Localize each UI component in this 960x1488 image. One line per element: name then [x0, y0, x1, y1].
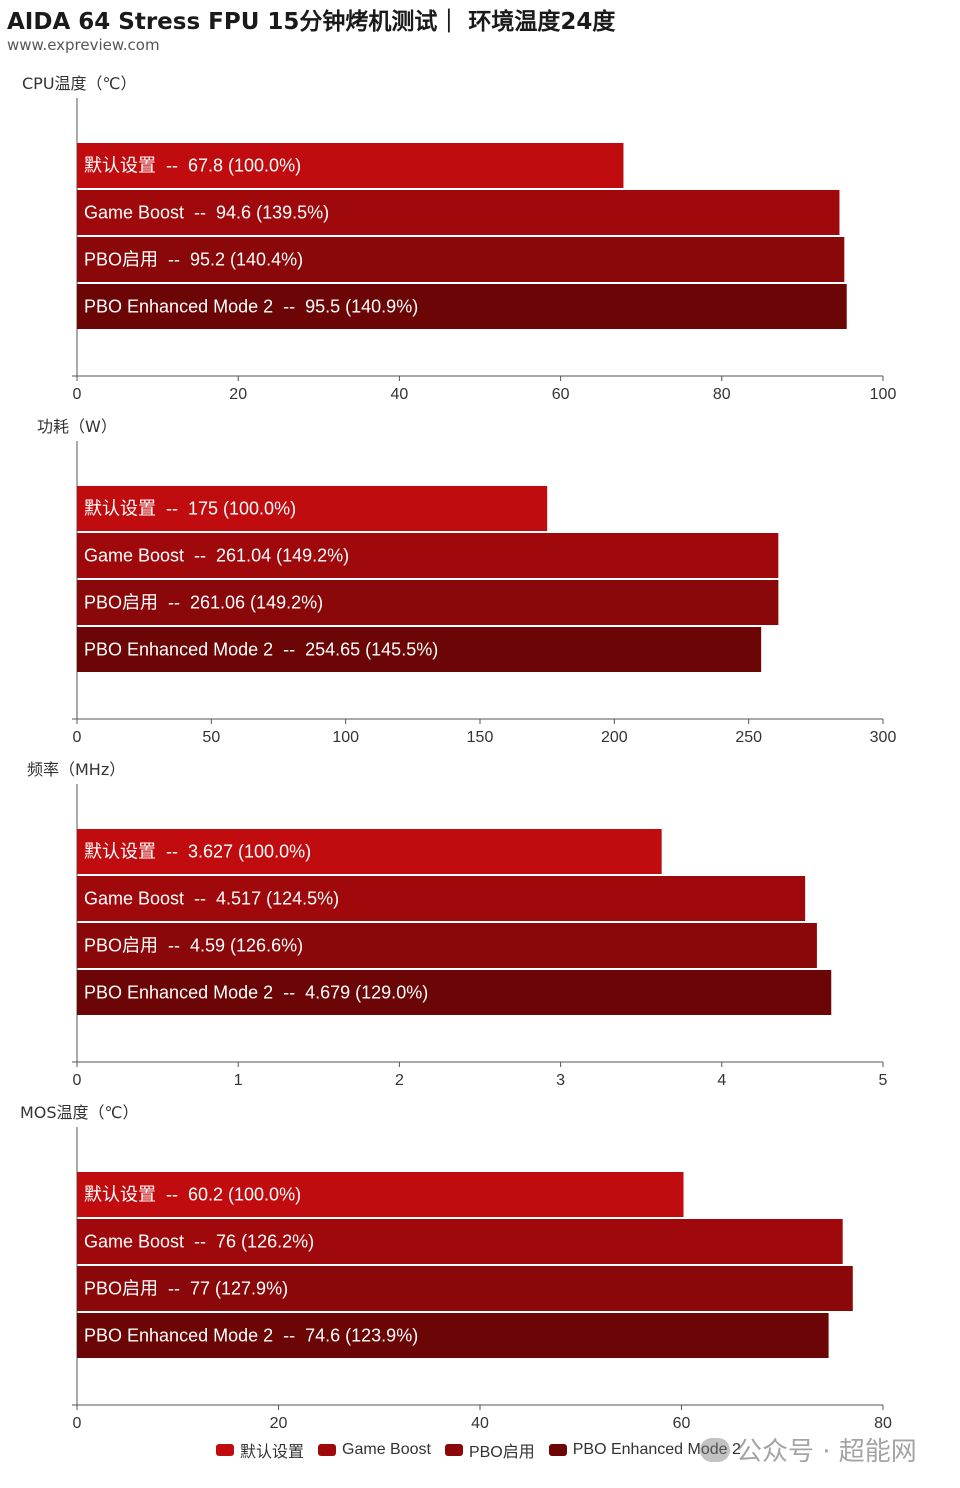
bar: [77, 486, 548, 531]
legend-swatch: [318, 1444, 337, 1456]
bar: [77, 1266, 853, 1311]
legend-item[interactable]: PBO启用: [444, 1438, 535, 1462]
bar-label: 默认设置 -- 60.2 (100.0%): [84, 1185, 301, 1205]
panel-title: CPU温度（℃）: [22, 74, 137, 93]
watermark-text: 公众号 · 超能网: [736, 1437, 917, 1467]
bar-label: PBO启用 -- 95.2 (140.4%): [84, 250, 303, 270]
x-tick-label: 300: [870, 729, 897, 746]
x-tick-label: 80: [874, 1415, 892, 1432]
legend-label: 默认设置: [240, 1444, 305, 1461]
x-tick-label: 50: [202, 729, 220, 746]
bar-label: Game Boost -- 261.04 (149.2%): [84, 546, 349, 566]
x-tick-label: 150: [467, 729, 494, 746]
x-tick-label: 200: [601, 729, 628, 746]
bar: [77, 627, 762, 672]
bar-label: PBO Enhanced Mode 2 -- 254.65 (145.5%): [84, 640, 438, 660]
legend-item[interactable]: PBO Enhanced Mode 2: [548, 1441, 741, 1459]
x-tick-label: 0: [73, 1415, 82, 1432]
bar-label: PBO启用 -- 261.06 (149.2%): [84, 593, 323, 613]
watermark: 公众号 · 超能网: [700, 1431, 917, 1468]
x-tick-label: 0: [73, 386, 82, 403]
legend-label: PBO Enhanced Mode 2: [572, 1441, 741, 1458]
bar-label: 默认设置 -- 67.8 (100.0%): [84, 156, 301, 176]
x-tick-label: 5: [879, 1072, 888, 1089]
x-tick-label: 100: [332, 729, 359, 746]
bar: [77, 829, 662, 874]
chart-svg: 0 50 100 150 200 250 300 默认设置 -- 175 (100.0%) Ga…: [72, 441, 897, 746]
source-label: www.expreview.com: [7, 36, 160, 54]
legend-item[interactable]: Game Boost: [318, 1441, 431, 1459]
x-tick-label: 40: [391, 386, 409, 403]
panel-title: 频率（MHz）: [27, 760, 126, 779]
bar: [77, 1219, 843, 1264]
wechat-icon: [700, 1437, 730, 1462]
bar-label: PBO Enhanced Mode 2 -- 4.679 (129.0%): [84, 983, 428, 1003]
legend-swatch: [444, 1444, 463, 1456]
x-tick-label: 1: [234, 1072, 243, 1089]
x-tick-label: 2: [395, 1072, 404, 1089]
x-tick-label: 60: [552, 386, 570, 403]
chart-legend: 默认设置 Game Boost PBO启用 PBO Enhanced Mode …: [216, 1438, 741, 1462]
bar: [77, 284, 847, 329]
legend-item[interactable]: 默认设置: [216, 1438, 304, 1462]
chart-panel-power: 功耗（W） 0 50 100 150 200 250 300 默认设置 -- 175 (100…: [0, 413, 960, 756]
panel-title: 功耗（W）: [37, 417, 117, 436]
x-tick-label: 3: [556, 1072, 565, 1089]
legend-label: PBO启用: [468, 1444, 535, 1461]
bar: [77, 580, 779, 625]
chart-panel-cpu-temp: CPU温度（℃） 0 20 40 60 80 100 默认设置 -- 67.8 (100.0…: [0, 70, 960, 413]
bar: [77, 923, 817, 968]
panel-title: MOS温度（℃）: [20, 1103, 139, 1122]
bar: [77, 1313, 829, 1358]
x-tick-label: 0: [73, 1072, 82, 1089]
chart-svg: 0 20 40 60 80 100 默认设置 -- 67.8 (100.0%) Game Bo…: [72, 98, 897, 403]
bar-label: 默认设置 -- 3.627 (100.0%): [84, 842, 311, 862]
chart-panel-mos-temp: MOS温度（℃） 0 20 40 60 80 默认设置 -- 60.2 (100.0%) G…: [0, 1099, 960, 1442]
chart-svg: 0 1 2 3 4 5 默认设置 -- 3.627 (100.0%) Game Boost -…: [72, 784, 888, 1089]
x-tick-label: 100: [870, 386, 897, 403]
bar: [77, 876, 806, 921]
bar: [77, 970, 832, 1015]
x-tick-label: 40: [471, 1415, 489, 1432]
chart-svg: 0 20 40 60 80 默认设置 -- 60.2 (100.0%) Game Boost…: [72, 1127, 892, 1432]
x-tick-label: 4: [717, 1072, 726, 1089]
bar: [77, 143, 624, 188]
bar-label: PBO启用 -- 4.59 (126.6%): [84, 936, 303, 956]
bar-label: Game Boost -- 76 (126.2%): [84, 1232, 314, 1252]
bar: [77, 190, 840, 235]
bar: [77, 1172, 684, 1217]
bar-label: PBO Enhanced Mode 2 -- 74.6 (123.9%): [84, 1326, 418, 1346]
legend-swatch: [548, 1444, 567, 1456]
x-tick-label: 60: [673, 1415, 691, 1432]
bar-label: PBO启用 -- 77 (127.9%): [84, 1279, 288, 1299]
bar-label: Game Boost -- 94.6 (139.5%): [84, 203, 329, 223]
legend-label: Game Boost: [342, 1441, 431, 1458]
bar-label: 默认设置 -- 175 (100.0%): [84, 499, 296, 519]
x-tick-label: 250: [735, 729, 762, 746]
legend-swatch: [216, 1444, 234, 1456]
bar-label: Game Boost -- 4.517 (124.5%): [84, 889, 339, 909]
chart-panel-frequency: 频率（MHz） 0 1 2 3 4 5 默认设置 -- 3.627 (100.0%) Game…: [0, 756, 960, 1099]
x-tick-label: 20: [270, 1415, 288, 1432]
bar: [77, 533, 779, 578]
bar-label: PBO Enhanced Mode 2 -- 95.5 (140.9%): [84, 297, 418, 317]
x-tick-label: 0: [73, 729, 82, 746]
x-tick-label: 80: [713, 386, 731, 403]
x-tick-label: 20: [229, 386, 247, 403]
bar: [77, 237, 845, 282]
chart-title: AIDA 64 Stress FPU 15分钟烤机测试｜ 环境温度24度: [7, 9, 616, 35]
